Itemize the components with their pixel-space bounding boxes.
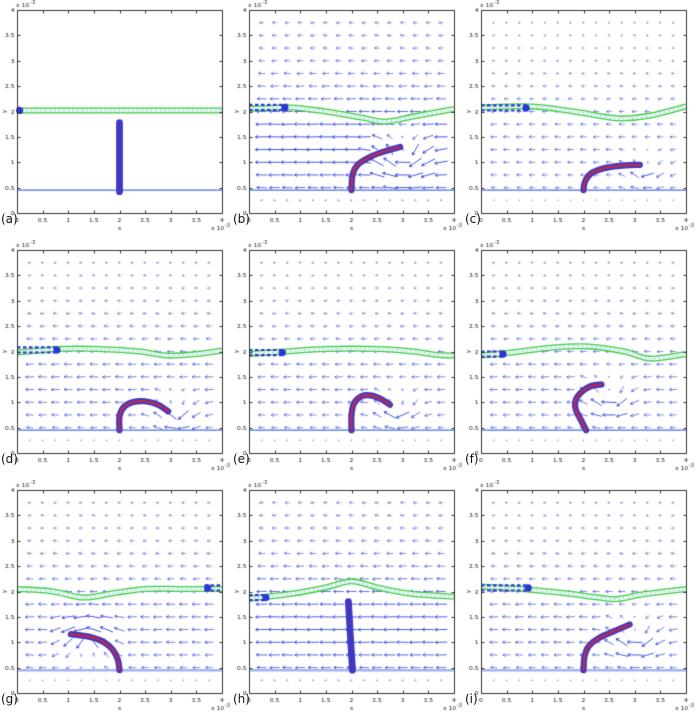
subplot-f — [464, 240, 697, 480]
panel-label-i: (i) — [465, 692, 478, 706]
subplot-e — [232, 240, 465, 480]
panel-label-f: (f) — [465, 452, 479, 466]
panel-label-a: (a) — [1, 212, 18, 226]
panel-label-g: (g) — [1, 692, 18, 706]
subplot-b — [232, 0, 465, 240]
panel-label-d: (d) — [1, 452, 18, 466]
subplot-g — [0, 480, 233, 720]
panel-label-c: (c) — [465, 212, 481, 226]
subplot-h — [232, 480, 465, 720]
subplot-i — [464, 480, 697, 720]
panel-label-e: (e) — [233, 452, 250, 466]
panel-label-h: (h) — [233, 692, 250, 706]
subplot-d — [0, 240, 233, 480]
subplot-a — [0, 0, 233, 240]
subplot-c — [464, 0, 697, 240]
panel-label-b: (b) — [233, 212, 250, 226]
